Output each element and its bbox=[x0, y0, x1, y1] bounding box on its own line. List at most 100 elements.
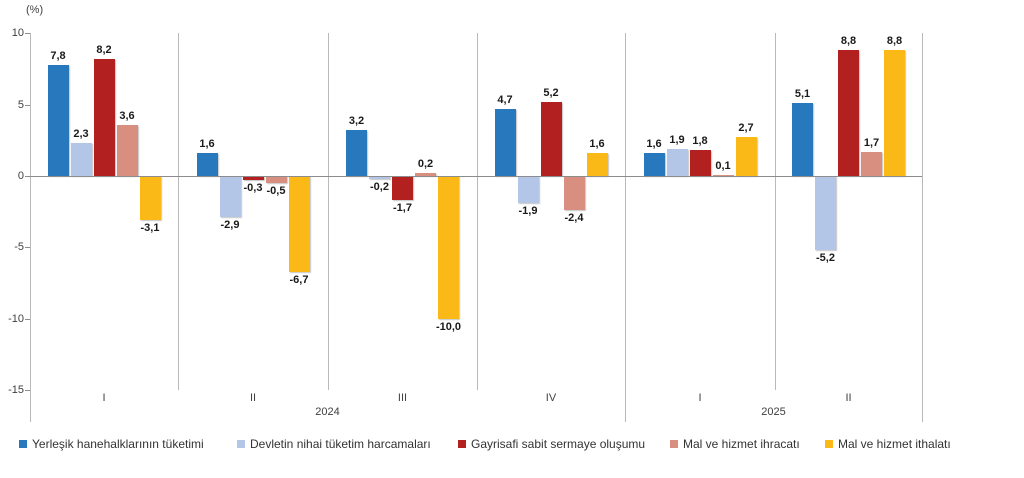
bar-value-label: 8,2 bbox=[96, 43, 112, 56]
x-axis-quarter-label: II bbox=[845, 392, 852, 404]
plot-area: 10 5 0 -5 -10 -15 7,8 1,6 3,2 4,7 1,6 5,1 2,3 -2,9 -0,… bbox=[8, 27, 923, 422]
legend-item: Yerleşik hanehalklarının tüketimi bbox=[19, 436, 204, 451]
bar bbox=[792, 103, 813, 176]
bar-value-label: 1,8 bbox=[692, 135, 708, 148]
bar bbox=[517, 176, 539, 204]
legend-label: Devletin nihai tüketim harcamaları bbox=[250, 436, 431, 451]
y-axis-tick-mark bbox=[25, 390, 30, 391]
bar-value-label: 3,2 bbox=[348, 115, 365, 128]
year-separator-line bbox=[30, 33, 31, 422]
bar-value-label: 3,6 bbox=[119, 109, 135, 122]
bar bbox=[540, 101, 562, 176]
legend-marker bbox=[670, 439, 678, 448]
bar-value-label: -1,9 bbox=[518, 205, 538, 218]
legend-marker bbox=[825, 439, 833, 448]
x-axis-year-label: 2025 bbox=[761, 406, 786, 418]
bar bbox=[93, 58, 115, 176]
y-axis-tick-mark bbox=[25, 319, 30, 320]
legend-marker bbox=[458, 439, 466, 448]
quarter-separator-line bbox=[178, 33, 179, 390]
quarter-separator-line bbox=[477, 33, 478, 390]
bar-value-label: 1,6 bbox=[199, 138, 215, 151]
bar-value-label: 8,8 bbox=[886, 35, 903, 48]
bar-value-label: 5,2 bbox=[543, 86, 559, 99]
x-axis-quarter-label: I bbox=[102, 392, 106, 404]
bar-value-label: 1,9 bbox=[669, 133, 685, 146]
bar bbox=[116, 124, 138, 176]
bar bbox=[139, 176, 161, 221]
x-axis-quarter-label: II bbox=[249, 392, 257, 404]
bar-value-label: 1,6 bbox=[646, 138, 662, 151]
x-axis-year-label: 2024 bbox=[315, 406, 340, 418]
legend-item: Mal ve hizmet ihracatı bbox=[670, 436, 800, 451]
quarter-separator-line bbox=[775, 33, 776, 390]
legend-label: Yerleşik hanehalklarının tüketimi bbox=[32, 436, 204, 451]
bar bbox=[494, 108, 516, 176]
bar bbox=[70, 143, 92, 176]
bar bbox=[369, 176, 390, 179]
bar bbox=[666, 148, 688, 176]
y-axis-tick-label: -5 bbox=[14, 241, 24, 254]
legend-marker bbox=[19, 439, 27, 448]
legend-label: Gayrisafi sabit sermaye oluşumu bbox=[471, 436, 646, 451]
y-axis-unit-label: (%) bbox=[26, 4, 44, 16]
bar-value-label: -5,2 bbox=[816, 252, 835, 265]
bar-value-label: -0,5 bbox=[266, 185, 286, 198]
y-axis-tick-label: 10 bbox=[11, 27, 24, 40]
bar-value-label: 0,1 bbox=[715, 159, 731, 172]
bar bbox=[265, 176, 287, 184]
bar bbox=[884, 50, 905, 176]
bar-value-label: -0,3 bbox=[243, 182, 263, 195]
bar bbox=[219, 176, 241, 218]
bar bbox=[861, 151, 882, 176]
legend-marker bbox=[237, 439, 245, 448]
bar bbox=[392, 176, 413, 201]
bar bbox=[735, 137, 757, 176]
year-separator-line bbox=[922, 33, 923, 422]
bar bbox=[196, 153, 218, 176]
y-axis-tick-label: -15 bbox=[8, 384, 24, 397]
y-axis-tick-label: 5 bbox=[17, 98, 24, 111]
bar bbox=[712, 174, 734, 176]
y-axis-tick-label: 0 bbox=[17, 170, 24, 182]
x-axis-quarter-label: I bbox=[698, 392, 702, 404]
bar bbox=[288, 176, 310, 272]
bar bbox=[346, 130, 367, 176]
legend-label: Mal ve hizmet ithalatı bbox=[838, 436, 951, 451]
y-axis-tick-label: -10 bbox=[8, 312, 24, 325]
legend-label: Mal ve hizmet ihracatı bbox=[683, 436, 800, 451]
bar-value-label: 1,6 bbox=[589, 138, 605, 151]
bar bbox=[643, 153, 665, 176]
y-axis-tick-mark bbox=[25, 33, 30, 34]
x-axis-quarter-label: III bbox=[397, 392, 408, 404]
bar-value-label: -1,7 bbox=[393, 202, 412, 215]
bar-value-label: -2,4 bbox=[564, 212, 584, 225]
bar-value-label: -3,1 bbox=[140, 222, 160, 235]
bar bbox=[563, 176, 585, 211]
bar-value-label: -0,2 bbox=[370, 180, 389, 193]
bar bbox=[242, 176, 264, 181]
bar bbox=[838, 50, 859, 176]
year-separator-line bbox=[625, 33, 626, 422]
legend-item: Devletin nihai tüketim harcamaları bbox=[237, 436, 431, 451]
zero-line bbox=[30, 176, 922, 177]
bar-value-label: -2,9 bbox=[220, 219, 240, 232]
bar-value-label: 7,8 bbox=[50, 49, 66, 62]
legend-item: Gayrisafi sabit sermaye oluşumu bbox=[458, 436, 645, 451]
bar-value-label: 4,7 bbox=[497, 93, 513, 106]
x-axis-quarter-label: IV bbox=[545, 392, 557, 404]
bar bbox=[415, 173, 436, 176]
bar-value-label: -10,0 bbox=[435, 320, 462, 333]
bar-value-label: 1,7 bbox=[863, 136, 880, 149]
bar-value-label: 0,2 bbox=[417, 158, 434, 171]
bar bbox=[586, 153, 608, 176]
y-axis-tick-mark bbox=[25, 176, 30, 177]
legend-item: Mal ve hizmet ithalatı bbox=[825, 436, 951, 451]
bar bbox=[815, 176, 836, 251]
bar bbox=[438, 176, 459, 319]
bar bbox=[689, 150, 711, 176]
bar-value-label: -6,7 bbox=[289, 273, 309, 286]
bar-value-label: 5,1 bbox=[794, 88, 811, 101]
bar bbox=[47, 64, 69, 176]
